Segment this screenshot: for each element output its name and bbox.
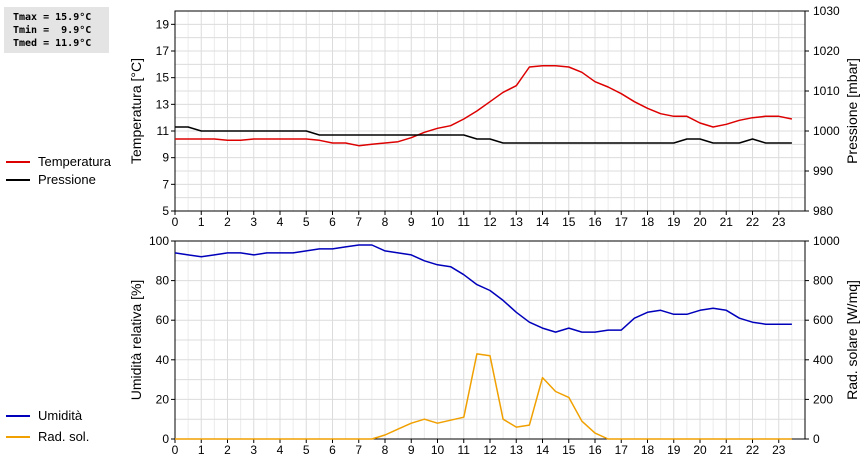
panel2-x-tick-label: 1 xyxy=(198,443,205,457)
panel1-y2-tick-label: 980 xyxy=(813,204,833,218)
panel1-x-tick-label: 13 xyxy=(510,215,524,229)
panel2-y2-tick-label: 200 xyxy=(813,392,833,406)
panel2-x-tick-label: 5 xyxy=(303,443,310,457)
panel2-y2-tick-label: 600 xyxy=(813,313,833,327)
panel2-series-umidit xyxy=(174,244,792,333)
panel2-x-tick-label: 21 xyxy=(720,443,734,457)
panel1-x-tick-label: 4 xyxy=(277,215,284,229)
panel2-x-tick-label: 3 xyxy=(250,443,257,457)
panel1-y2-axis-title: Pressione [mbar] xyxy=(844,58,860,164)
panel2-x-tick-label: 10 xyxy=(431,443,445,457)
panel1-x-tick-label: 20 xyxy=(693,215,707,229)
panel1-y-tick-label: 15 xyxy=(156,71,170,85)
panel2-y-tick-label: 0 xyxy=(162,432,169,446)
panel2-y-axis-title: Umidità relativa [%] xyxy=(128,280,144,401)
panel2-x-tick-label: 16 xyxy=(588,443,602,457)
panel1-x-tick-label: 2 xyxy=(224,215,231,229)
panel2-y2-tick-label: 0 xyxy=(813,432,820,446)
panel1-y-axis-title: Temperatura [°C] xyxy=(128,58,144,164)
panel1-x-tick-label: 8 xyxy=(382,215,389,229)
panel1-x-tick-label: 7 xyxy=(355,215,362,229)
panel2-x-tick-label: 12 xyxy=(483,443,497,457)
panel1-y2-tick-label: 1030 xyxy=(813,4,840,18)
panel1-x-tick-label: 15 xyxy=(562,215,576,229)
panel1-x-tick-label: 1 xyxy=(198,215,205,229)
panel1-x-tick-label: 12 xyxy=(483,215,497,229)
panel1-legend-label-temperatura: Temperatura xyxy=(38,154,112,169)
tmin-label: Tmin = 9.9°C xyxy=(13,25,92,36)
panel2-x-tick-label: 15 xyxy=(562,443,576,457)
panel2-x-tick-label: 17 xyxy=(615,443,629,457)
panel2-y2-tick-label: 400 xyxy=(813,353,833,367)
panel1-x-tick-label: 0 xyxy=(172,215,179,229)
panel2-x-tick-label: 13 xyxy=(510,443,524,457)
panel1-y-tick-label: 11 xyxy=(157,124,170,138)
panel1-y-tick-label: 17 xyxy=(156,44,170,58)
panel2-x-tick-label: 6 xyxy=(329,443,336,457)
panel2-y2-tick-label: 800 xyxy=(813,274,833,288)
panel1-x-tick-label: 10 xyxy=(431,215,445,229)
panel1-series-pressione xyxy=(175,126,792,144)
panel1-x-tick-label: 6 xyxy=(329,215,336,229)
panel2-x-tick-label: 11 xyxy=(458,443,471,457)
panel1-y2-tick-label: 1000 xyxy=(813,124,840,138)
panel1-x-tick-label: 18 xyxy=(641,215,655,229)
panel1-y2-tick-label: 1010 xyxy=(813,84,840,98)
panel1-y-tick-label: 7 xyxy=(162,177,169,191)
panel1-y-tick-label: 9 xyxy=(162,151,169,165)
panel2-legend-label-rad-sol: Rad. sol. xyxy=(38,429,89,444)
panel2-x-tick-label: 7 xyxy=(355,443,362,457)
panel1-series-temperatura xyxy=(175,64,793,147)
panel2-x-tick-label: 19 xyxy=(667,443,681,457)
panel1-y2-tick-label: 990 xyxy=(813,164,833,178)
panel2-y-tick-label: 60 xyxy=(156,313,170,327)
panel1-y-tick-label: 13 xyxy=(156,97,170,111)
panel1-x-tick-label: 11 xyxy=(458,215,471,229)
panel2-series-rad-sol xyxy=(175,353,792,440)
panel1-x-tick-label: 9 xyxy=(408,215,415,229)
panel2-y2-tick-label: 1000 xyxy=(813,234,840,248)
panel2-x-tick-label: 2 xyxy=(224,443,231,457)
panel1-x-tick-label: 21 xyxy=(720,215,734,229)
tmax-label: Tmax = 15.9°C xyxy=(13,12,92,23)
panel2-x-tick-label: 22 xyxy=(746,443,760,457)
panel2-y2-axis-title: Rad. solare [W/mq] xyxy=(844,280,860,400)
panel1-x-tick-label: 5 xyxy=(303,215,310,229)
panel2-legend-label-umidit: Umidità xyxy=(38,408,83,423)
panel2-x-tick-label: 14 xyxy=(536,443,550,457)
panel2-x-tick-label: 18 xyxy=(641,443,655,457)
panel1-x-tick-label: 23 xyxy=(772,215,786,229)
panel2-y-tick-label: 80 xyxy=(156,274,170,288)
statistics-box: Tmax = 15.9°C Tmin = 9.9°C Tmed = 11.9°C xyxy=(4,7,109,53)
panel2-x-tick-label: 8 xyxy=(382,443,389,457)
panel2-y-tick-label: 40 xyxy=(156,353,170,367)
panel2-y-tick-label: 20 xyxy=(156,392,170,406)
panel1-x-tick-label: 19 xyxy=(667,215,681,229)
panel2-x-tick-label: 4 xyxy=(277,443,284,457)
panel1-y2-tick-label: 1020 xyxy=(813,44,840,58)
panel1-x-tick-label: 16 xyxy=(588,215,602,229)
panel2-x-tick-label: 9 xyxy=(408,443,415,457)
panel1-x-tick-label: 14 xyxy=(536,215,550,229)
panel1-y-tick-label: 5 xyxy=(162,204,169,218)
panel2-y-tick-label: 100 xyxy=(149,234,169,248)
panel1-x-tick-label: 3 xyxy=(250,215,257,229)
panel1-x-tick-label: 22 xyxy=(746,215,760,229)
panel2-x-tick-label: 0 xyxy=(172,443,179,457)
panel2-x-tick-label: 20 xyxy=(693,443,707,457)
panel1-y-tick-label: 19 xyxy=(156,17,170,31)
panel1-x-tick-label: 17 xyxy=(615,215,629,229)
tmed-label: Tmed = 11.9°C xyxy=(13,38,92,49)
panel1-legend-label-pressione: Pressione xyxy=(38,172,96,187)
panel2-x-tick-label: 23 xyxy=(772,443,786,457)
